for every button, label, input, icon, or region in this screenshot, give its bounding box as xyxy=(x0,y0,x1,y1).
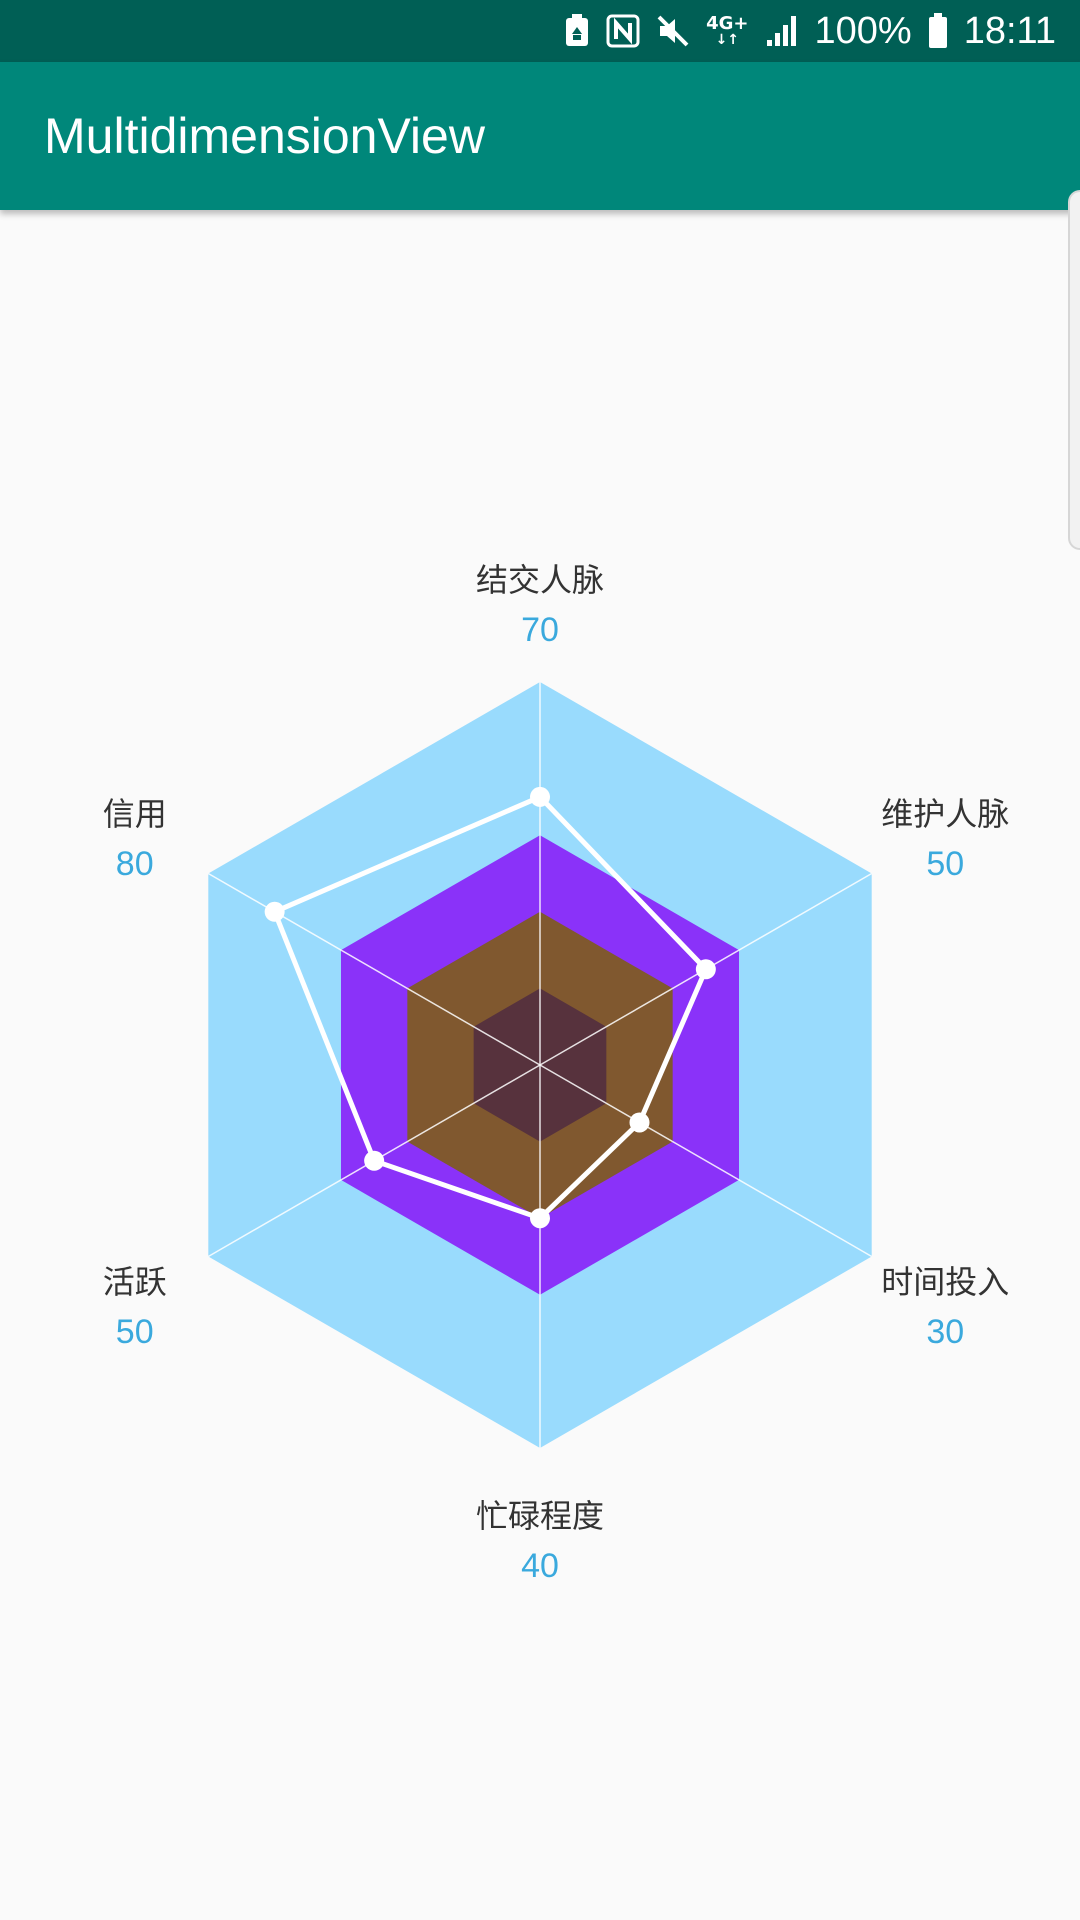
axis-value: 80 xyxy=(116,845,154,883)
radar-spoke xyxy=(207,872,541,1066)
axis-label: 维护人脉 xyxy=(881,795,1009,833)
axis-label: 忙碌程度 xyxy=(476,1497,604,1535)
axis-label: 结交人脉 xyxy=(476,561,604,599)
status-time: 18:11 xyxy=(963,9,1056,52)
axis-label: 时间投入 xyxy=(881,1263,1009,1301)
axis-value: 40 xyxy=(521,1547,559,1585)
nfc-icon xyxy=(606,14,640,48)
axis-value: 70 xyxy=(521,611,559,649)
radar-point xyxy=(264,901,285,922)
app-title: MultidimensionView xyxy=(44,108,485,164)
radar-point xyxy=(364,1150,385,1171)
app-bar: MultidimensionView xyxy=(0,62,1080,210)
radar-point xyxy=(629,1112,650,1133)
battery-percent: 100% xyxy=(814,9,912,52)
radar-point xyxy=(530,1208,550,1229)
radar-point xyxy=(695,959,716,980)
network-type: 4G+ ↓↑ xyxy=(706,13,749,48)
battery-icon xyxy=(928,13,948,49)
axis-value: 30 xyxy=(926,1313,964,1351)
axis-value: 50 xyxy=(926,845,964,883)
status-bar: 4G+ ↓↑ 100% 18:11 xyxy=(0,0,1080,62)
axis-value: 50 xyxy=(116,1313,154,1351)
radar-spoke xyxy=(539,1064,873,1258)
radar-point xyxy=(530,786,550,807)
axis-label: 活跃 xyxy=(103,1263,167,1301)
signal-icon xyxy=(765,14,799,48)
axis-label: 信用 xyxy=(103,795,167,833)
radar-chart: 结交人脉 70 维护人脉 50 时间投入 30 忙碌程度 40 活跃 50 信用 80 xyxy=(103,561,1010,1585)
recycle-battery-icon xyxy=(564,14,590,48)
mute-icon xyxy=(656,14,690,48)
